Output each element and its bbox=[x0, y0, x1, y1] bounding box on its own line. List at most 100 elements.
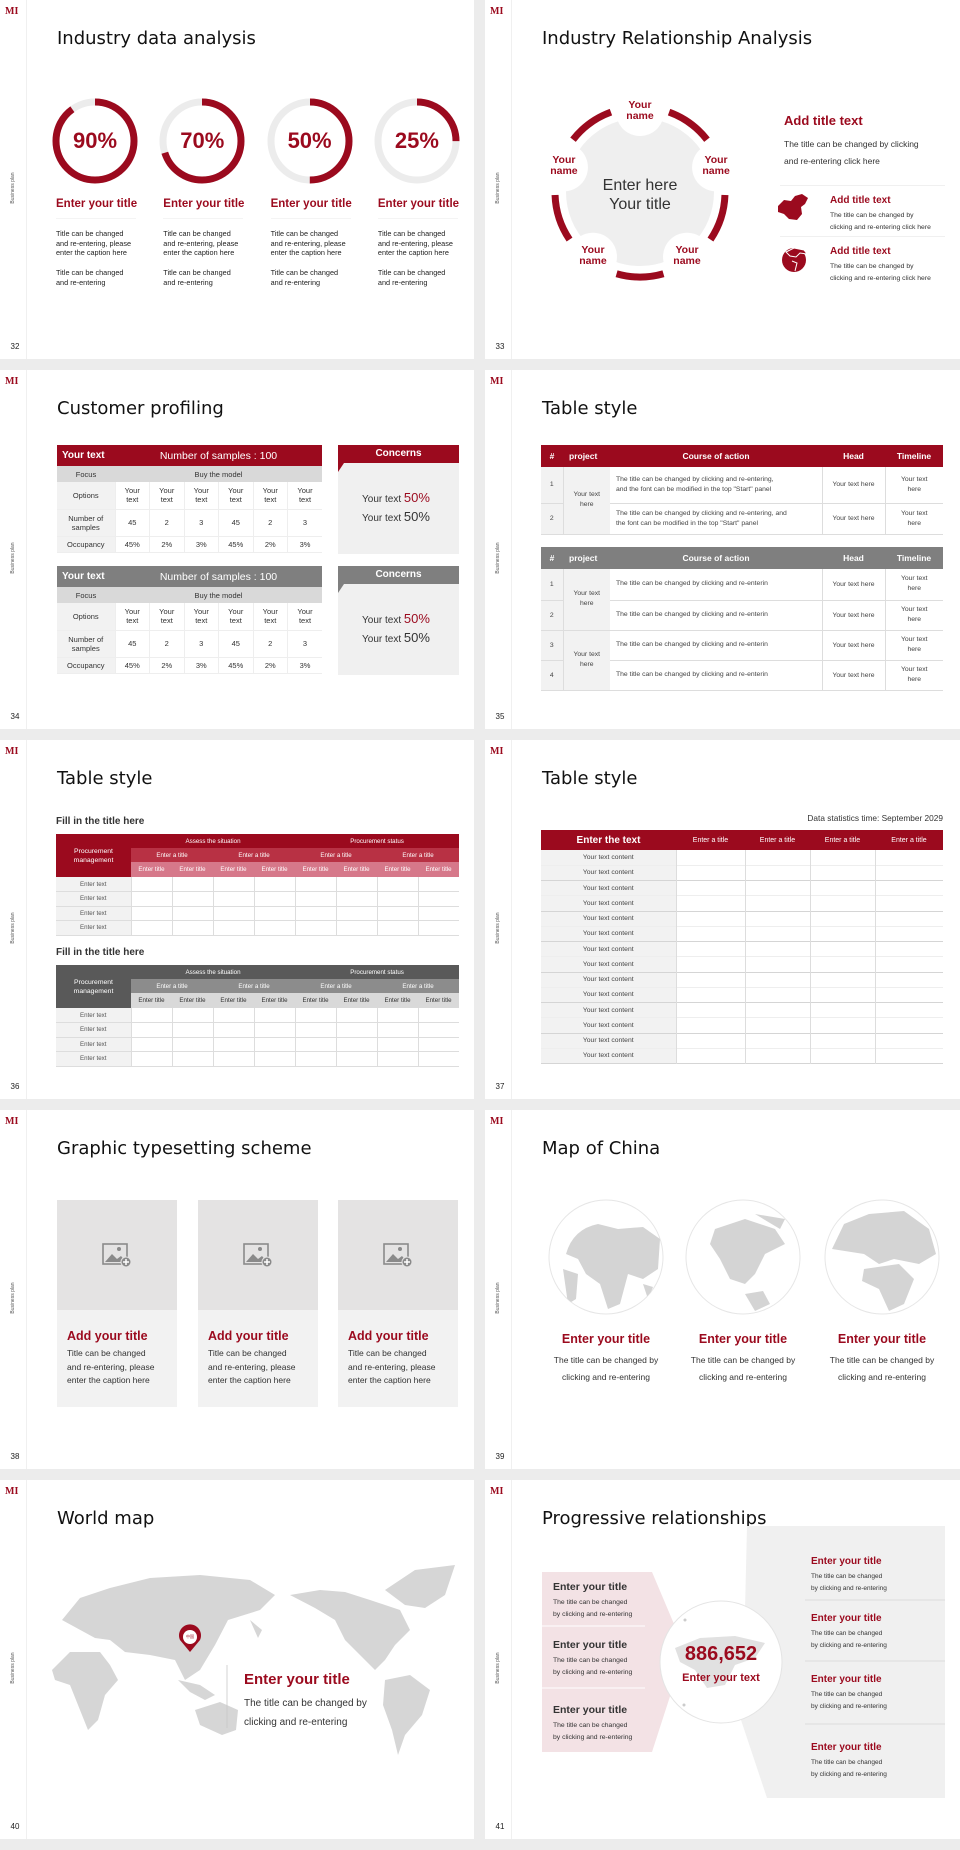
table-cell[interactable] bbox=[212, 891, 254, 906]
table-cell[interactable] bbox=[335, 920, 378, 935]
table-cell[interactable] bbox=[212, 1037, 254, 1052]
table-cell[interactable] bbox=[417, 1022, 460, 1037]
table-cell[interactable] bbox=[744, 1033, 810, 1049]
table-cell[interactable] bbox=[809, 941, 875, 957]
slide-36[interactable]: MI Business plan 36 Table style Fill in the … bbox=[0, 740, 474, 1099]
table-cell[interactable] bbox=[874, 1017, 943, 1033]
table-cell[interactable] bbox=[675, 956, 745, 972]
table-cell[interactable] bbox=[809, 1002, 875, 1018]
table-cell[interactable] bbox=[212, 1008, 254, 1023]
table-cell[interactable] bbox=[874, 926, 943, 942]
slide-33[interactable]: MI Business plan 33 Industry Relationship A… bbox=[485, 0, 960, 359]
table-cell[interactable] bbox=[130, 906, 172, 921]
table-cell[interactable] bbox=[744, 880, 810, 896]
table-cell[interactable] bbox=[171, 877, 213, 892]
table-cell[interactable] bbox=[130, 877, 172, 892]
table-cell[interactable] bbox=[675, 1017, 745, 1033]
table-cell[interactable] bbox=[335, 1022, 378, 1037]
table-cell[interactable] bbox=[130, 1008, 172, 1023]
table-cell[interactable] bbox=[809, 880, 875, 896]
table-cell[interactable] bbox=[809, 865, 875, 881]
table-cell[interactable] bbox=[874, 911, 943, 927]
table-cell[interactable] bbox=[171, 1037, 213, 1052]
table-cell[interactable] bbox=[376, 1037, 419, 1052]
table-cell[interactable] bbox=[809, 926, 875, 942]
slide-34[interactable]: MI Business plan 34 Customer profiling Your … bbox=[0, 370, 474, 729]
table-cell[interactable] bbox=[874, 865, 943, 881]
table-cell[interactable] bbox=[294, 1022, 337, 1037]
image-placeholder[interactable] bbox=[338, 1200, 458, 1310]
table-cell[interactable] bbox=[874, 1048, 943, 1064]
table-cell[interactable] bbox=[874, 850, 943, 866]
table-cell[interactable] bbox=[171, 1008, 213, 1023]
table-cell[interactable] bbox=[376, 877, 419, 892]
table-cell[interactable] bbox=[744, 972, 810, 988]
table-cell[interactable] bbox=[376, 920, 419, 935]
table-cell[interactable] bbox=[675, 1048, 745, 1064]
table-cell[interactable] bbox=[744, 911, 810, 927]
table-cell[interactable] bbox=[809, 956, 875, 972]
table-cell[interactable] bbox=[874, 1033, 943, 1049]
table-cell[interactable] bbox=[874, 956, 943, 972]
table-cell[interactable] bbox=[675, 895, 745, 911]
table-cell[interactable] bbox=[417, 877, 460, 892]
table-cell[interactable] bbox=[335, 891, 378, 906]
table-cell[interactable] bbox=[809, 1017, 875, 1033]
table-cell[interactable] bbox=[744, 1002, 810, 1018]
table-cell[interactable] bbox=[130, 920, 172, 935]
table-cell[interactable] bbox=[675, 1002, 745, 1018]
table-cell[interactable] bbox=[376, 1022, 419, 1037]
table-cell[interactable] bbox=[417, 1037, 460, 1052]
slide-41[interactable]: MI Business plan 41 Progressive relationshi… bbox=[485, 1480, 960, 1839]
table-cell[interactable] bbox=[874, 941, 943, 957]
table-cell[interactable] bbox=[253, 1051, 296, 1066]
table-cell[interactable] bbox=[809, 1033, 875, 1049]
table-cell[interactable] bbox=[294, 891, 337, 906]
table-cell[interactable] bbox=[171, 1022, 213, 1037]
table-cell[interactable] bbox=[335, 906, 378, 921]
table-cell[interactable] bbox=[212, 1051, 254, 1066]
table-cell[interactable] bbox=[253, 877, 296, 892]
table-cell[interactable] bbox=[253, 906, 296, 921]
table-cell[interactable] bbox=[212, 877, 254, 892]
table-cell[interactable] bbox=[294, 1051, 337, 1066]
table-cell[interactable] bbox=[744, 895, 810, 911]
table-cell[interactable] bbox=[417, 906, 460, 921]
table-cell[interactable] bbox=[253, 1022, 296, 1037]
table-cell[interactable] bbox=[809, 850, 875, 866]
table-cell[interactable] bbox=[335, 1008, 378, 1023]
slide-39[interactable]: MI Business plan 39 Map of China Enter your … bbox=[485, 1110, 960, 1469]
table-cell[interactable] bbox=[253, 920, 296, 935]
table-cell[interactable] bbox=[744, 850, 810, 866]
table-cell[interactable] bbox=[376, 1008, 419, 1023]
table-cell[interactable] bbox=[744, 941, 810, 957]
table-cell[interactable] bbox=[809, 1048, 875, 1064]
table-cell[interactable] bbox=[675, 880, 745, 896]
table-cell[interactable] bbox=[744, 1048, 810, 1064]
table-cell[interactable] bbox=[809, 895, 875, 911]
table-cell[interactable] bbox=[294, 906, 337, 921]
table-cell[interactable] bbox=[335, 1051, 378, 1066]
table-cell[interactable] bbox=[130, 1037, 172, 1052]
table-cell[interactable] bbox=[874, 987, 943, 1003]
image-placeholder[interactable] bbox=[57, 1200, 177, 1310]
table-cell[interactable] bbox=[130, 891, 172, 906]
table-cell[interactable] bbox=[675, 987, 745, 1003]
table-cell[interactable] bbox=[675, 926, 745, 942]
image-placeholder[interactable] bbox=[198, 1200, 318, 1310]
table-cell[interactable] bbox=[376, 891, 419, 906]
table-cell[interactable] bbox=[675, 865, 745, 881]
table-cell[interactable] bbox=[417, 920, 460, 935]
table-cell[interactable] bbox=[874, 972, 943, 988]
table-cell[interactable] bbox=[335, 877, 378, 892]
table-cell[interactable] bbox=[874, 880, 943, 896]
table-cell[interactable] bbox=[130, 1022, 172, 1037]
table-cell[interactable] bbox=[253, 1008, 296, 1023]
slide-35[interactable]: MI Business plan 35 Table style # project Cour… bbox=[485, 370, 960, 729]
table-cell[interactable] bbox=[809, 972, 875, 988]
slide-38[interactable]: MI Business plan 38 Graphic typesetting sch… bbox=[0, 1110, 474, 1469]
table-cell[interactable] bbox=[253, 891, 296, 906]
table-cell[interactable] bbox=[675, 972, 745, 988]
table-cell[interactable] bbox=[744, 987, 810, 1003]
table-cell[interactable] bbox=[744, 956, 810, 972]
